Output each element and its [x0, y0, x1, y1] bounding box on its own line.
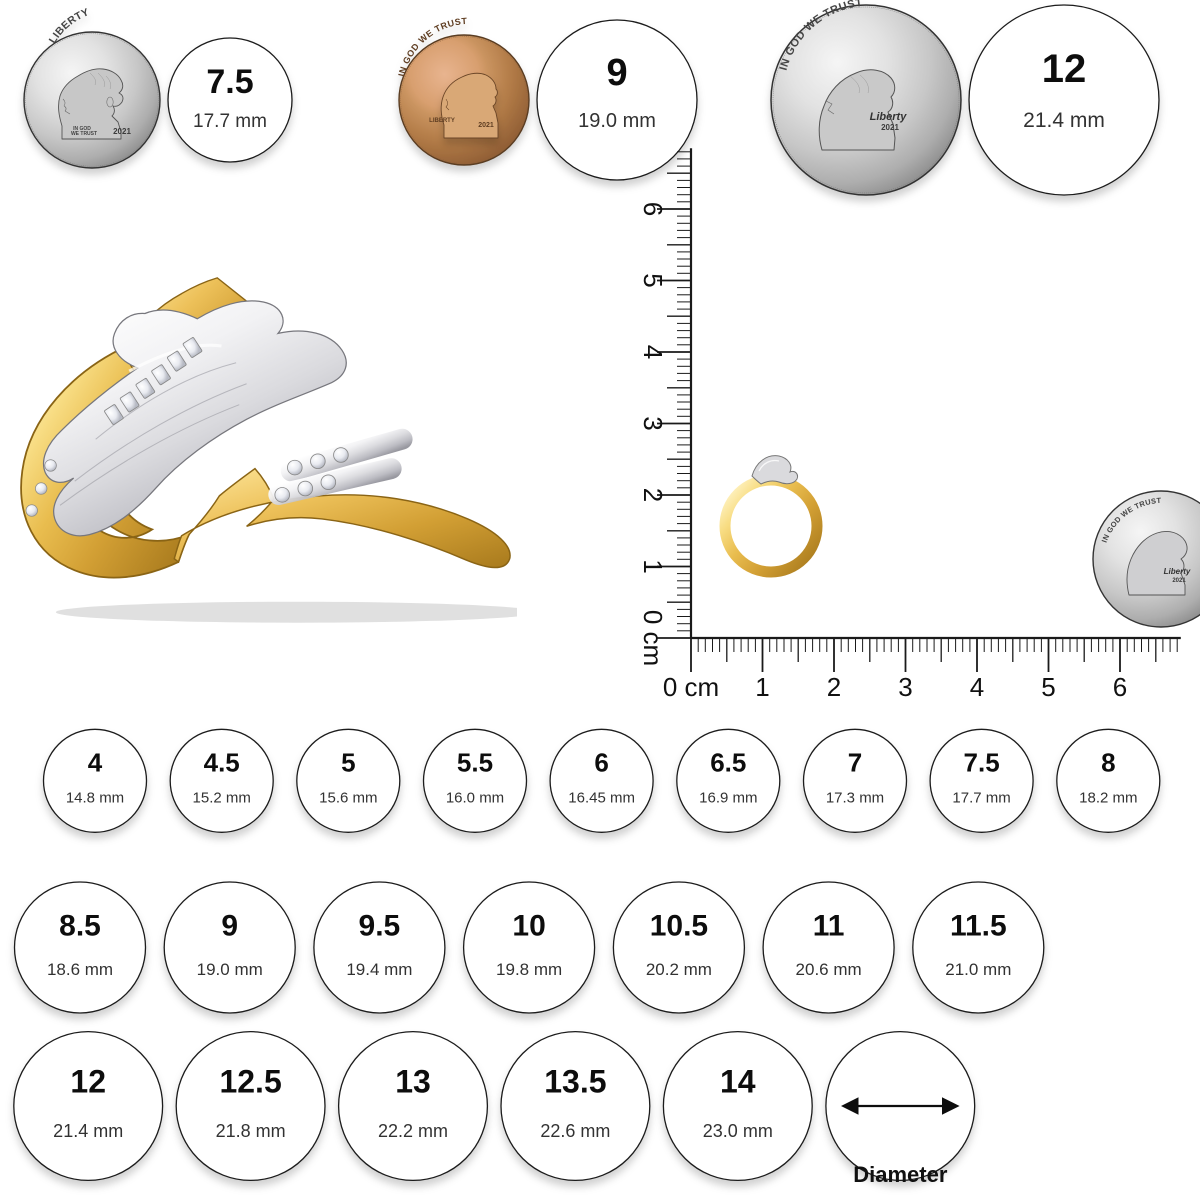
- svg-text:9: 9: [606, 52, 627, 94]
- svg-text:16.9 mm: 16.9 mm: [699, 789, 757, 806]
- svg-text:11.5: 11.5: [950, 910, 1007, 943]
- svg-text:5: 5: [341, 748, 355, 778]
- svg-text:2: 2: [827, 672, 841, 702]
- svg-text:13: 13: [395, 1064, 431, 1100]
- svg-text:4: 4: [88, 748, 103, 778]
- svg-text:10: 10: [512, 910, 545, 943]
- svg-text:15.2 mm: 15.2 mm: [193, 789, 251, 806]
- svg-text:23.0 mm: 23.0 mm: [703, 1121, 773, 1141]
- svg-text:0 cm: 0 cm: [663, 672, 719, 702]
- svg-text:2021: 2021: [113, 127, 131, 136]
- svg-text:16.0 mm: 16.0 mm: [446, 789, 504, 806]
- svg-text:12: 12: [70, 1064, 106, 1100]
- svg-text:Liberty: Liberty: [870, 111, 908, 123]
- svg-text:7.5: 7.5: [964, 748, 1000, 778]
- svg-text:Diameter: Diameter: [853, 1162, 948, 1187]
- svg-text:19.0 mm: 19.0 mm: [197, 960, 263, 979]
- svg-text:21.8 mm: 21.8 mm: [216, 1121, 286, 1141]
- svg-text:11: 11: [813, 910, 845, 943]
- svg-text:19.0 mm: 19.0 mm: [578, 110, 656, 132]
- svg-text:1: 1: [755, 672, 769, 702]
- svg-text:14.8 mm: 14.8 mm: [66, 789, 124, 806]
- svg-text:2021: 2021: [1172, 578, 1186, 584]
- svg-text:17.3 mm: 17.3 mm: [826, 789, 884, 806]
- svg-text:6: 6: [1113, 672, 1127, 702]
- svg-text:LIBERTY: LIBERTY: [429, 118, 455, 124]
- svg-text:5: 5: [1041, 672, 1055, 702]
- svg-text:1: 1: [638, 560, 668, 574]
- svg-text:6.5: 6.5: [710, 748, 746, 778]
- svg-text:12: 12: [1042, 47, 1087, 91]
- svg-text:Liberty: Liberty: [1163, 567, 1190, 576]
- svg-text:18.6 mm: 18.6 mm: [47, 960, 113, 979]
- svg-text:19.8 mm: 19.8 mm: [496, 960, 562, 979]
- svg-text:4: 4: [638, 345, 668, 359]
- svg-text:6: 6: [638, 202, 668, 216]
- svg-text:14: 14: [720, 1064, 756, 1100]
- svg-text:4.5: 4.5: [204, 748, 240, 778]
- svg-text:5: 5: [638, 274, 668, 288]
- svg-text:21.4 mm: 21.4 mm: [1023, 109, 1105, 132]
- svg-text:22.2 mm: 22.2 mm: [378, 1121, 448, 1141]
- svg-text:8: 8: [1101, 748, 1115, 778]
- svg-text:21.4 mm: 21.4 mm: [53, 1121, 123, 1141]
- svg-text:15.6 mm: 15.6 mm: [319, 789, 377, 806]
- svg-text:4: 4: [970, 672, 984, 702]
- svg-text:2021: 2021: [881, 123, 899, 132]
- svg-text:5.5: 5.5: [457, 748, 493, 778]
- svg-text:6: 6: [594, 748, 608, 778]
- svg-text:20.2 mm: 20.2 mm: [646, 960, 712, 979]
- svg-text:2021: 2021: [478, 122, 494, 129]
- svg-text:7: 7: [848, 748, 862, 778]
- svg-text:16.45 mm: 16.45 mm: [568, 789, 635, 806]
- svg-text:20.6 mm: 20.6 mm: [796, 960, 862, 979]
- svg-text:18.2 mm: 18.2 mm: [1079, 789, 1137, 806]
- svg-text:3: 3: [898, 672, 912, 702]
- svg-text:12.5: 12.5: [219, 1064, 281, 1100]
- svg-text:3: 3: [638, 417, 668, 431]
- svg-text:7.5: 7.5: [206, 63, 253, 101]
- svg-text:10.5: 10.5: [650, 910, 708, 943]
- svg-text:2: 2: [638, 488, 668, 502]
- svg-text:9: 9: [221, 910, 238, 943]
- svg-text:22.6 mm: 22.6 mm: [540, 1121, 610, 1141]
- svg-text:19.4 mm: 19.4 mm: [346, 960, 412, 979]
- svg-text:17.7 mm: 17.7 mm: [952, 789, 1010, 806]
- svg-text:13.5: 13.5: [544, 1064, 606, 1100]
- svg-text:9.5: 9.5: [359, 910, 401, 943]
- svg-text:17.7 mm: 17.7 mm: [193, 111, 267, 132]
- svg-text:0 cm: 0 cm: [638, 610, 668, 666]
- svg-text:WE TRUST: WE TRUST: [71, 131, 97, 137]
- svg-text:21.0 mm: 21.0 mm: [945, 960, 1011, 979]
- svg-text:8.5: 8.5: [59, 910, 101, 943]
